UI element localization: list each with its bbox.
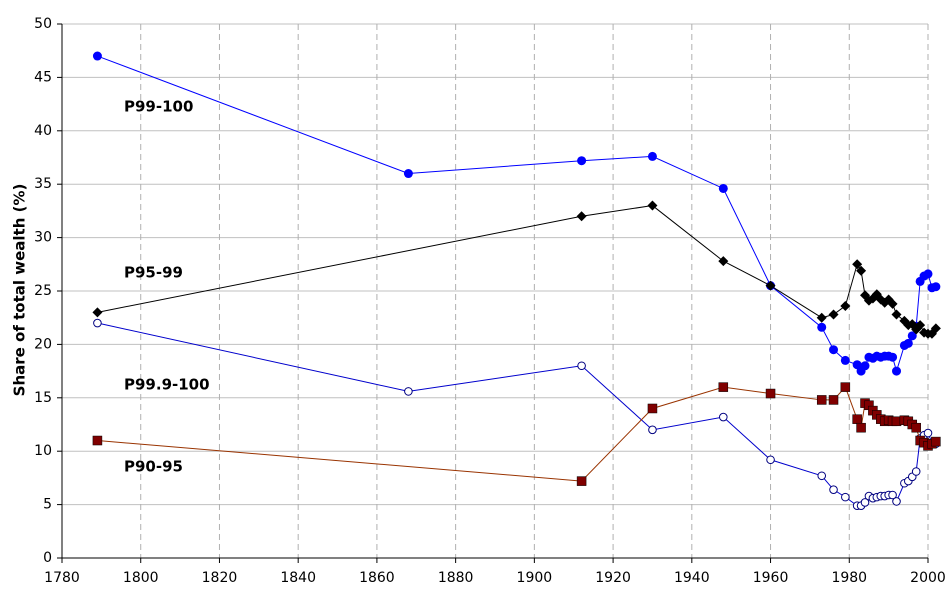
- y-tick-label: 0: [43, 550, 52, 566]
- point: [915, 320, 926, 331]
- x-tick-label: 1900: [517, 570, 553, 586]
- point: [648, 425, 657, 435]
- point: [92, 51, 102, 61]
- point: [829, 345, 839, 355]
- point: [765, 388, 776, 399]
- point: [860, 361, 870, 371]
- y-tick-label: 10: [34, 443, 52, 459]
- point: [892, 366, 902, 376]
- point: [718, 382, 729, 392]
- point: [647, 200, 658, 211]
- point: [577, 156, 587, 166]
- point: [817, 471, 827, 481]
- point: [931, 282, 941, 292]
- point: [92, 435, 103, 446]
- x-tick-label: 1780: [44, 570, 80, 586]
- series-label: P99.9-100: [124, 376, 210, 394]
- y-tick-label: 25: [34, 283, 52, 299]
- point: [923, 269, 933, 279]
- point: [860, 498, 870, 507]
- point: [816, 312, 827, 323]
- point: [923, 428, 933, 438]
- point: [888, 490, 897, 500]
- point: [891, 309, 902, 320]
- point: [907, 331, 917, 341]
- x-tick-label: 1920: [595, 570, 631, 586]
- point: [403, 169, 413, 179]
- point: [840, 382, 851, 392]
- point: [828, 309, 839, 320]
- point: [577, 361, 586, 371]
- y-tick-label: 50: [34, 16, 52, 32]
- point: [816, 395, 827, 405]
- point: [576, 211, 587, 222]
- x-tick-label: 2000: [910, 570, 946, 586]
- point: [718, 256, 729, 267]
- point: [931, 436, 941, 447]
- x-tick-label: 1840: [280, 570, 316, 586]
- point: [647, 403, 658, 414]
- x-tick-label: 1880: [438, 570, 474, 586]
- point: [829, 485, 838, 494]
- series-line: [97, 322, 937, 507]
- point: [817, 322, 827, 332]
- point: [840, 355, 850, 365]
- series-line: [97, 205, 937, 335]
- point: [718, 183, 728, 193]
- point: [576, 476, 587, 486]
- y-axis-label: Share of total wealth (%): [11, 184, 29, 397]
- point: [888, 352, 898, 362]
- point: [856, 422, 866, 433]
- series-label: P99-100: [124, 98, 193, 116]
- point: [903, 338, 913, 348]
- point: [93, 318, 102, 328]
- y-tick-label: 40: [34, 123, 52, 139]
- x-tick-label: 1800: [123, 570, 159, 586]
- point: [840, 300, 851, 311]
- x-tick-label: 1960: [753, 570, 789, 586]
- point: [856, 265, 867, 276]
- point: [852, 414, 862, 424]
- point: [911, 422, 921, 433]
- series-label: P95-99: [124, 264, 183, 282]
- series-line: [97, 386, 937, 482]
- x-tick-label: 1940: [674, 570, 710, 586]
- point: [92, 307, 103, 318]
- point: [887, 298, 898, 309]
- series-line: [97, 55, 937, 373]
- point: [892, 497, 901, 506]
- y-tick-label: 30: [34, 230, 52, 246]
- y-tick-label: 45: [34, 69, 52, 85]
- x-tick-label: 1820: [202, 570, 238, 586]
- point: [404, 387, 413, 396]
- point: [841, 492, 850, 502]
- point: [719, 412, 728, 422]
- point: [852, 259, 863, 270]
- x-tick-label: 1980: [831, 570, 867, 586]
- y-tick-label: 15: [34, 390, 52, 406]
- y-tick-label: 5: [43, 497, 52, 513]
- y-tick-label: 20: [34, 336, 52, 352]
- point: [765, 280, 776, 291]
- x-tick-label: 1860: [359, 570, 395, 586]
- point: [766, 455, 775, 465]
- y-tick-label: 35: [34, 176, 52, 192]
- point: [647, 151, 657, 161]
- point: [911, 467, 921, 476]
- point: [930, 323, 941, 334]
- point: [828, 395, 839, 405]
- series-label: P90-95: [124, 458, 183, 476]
